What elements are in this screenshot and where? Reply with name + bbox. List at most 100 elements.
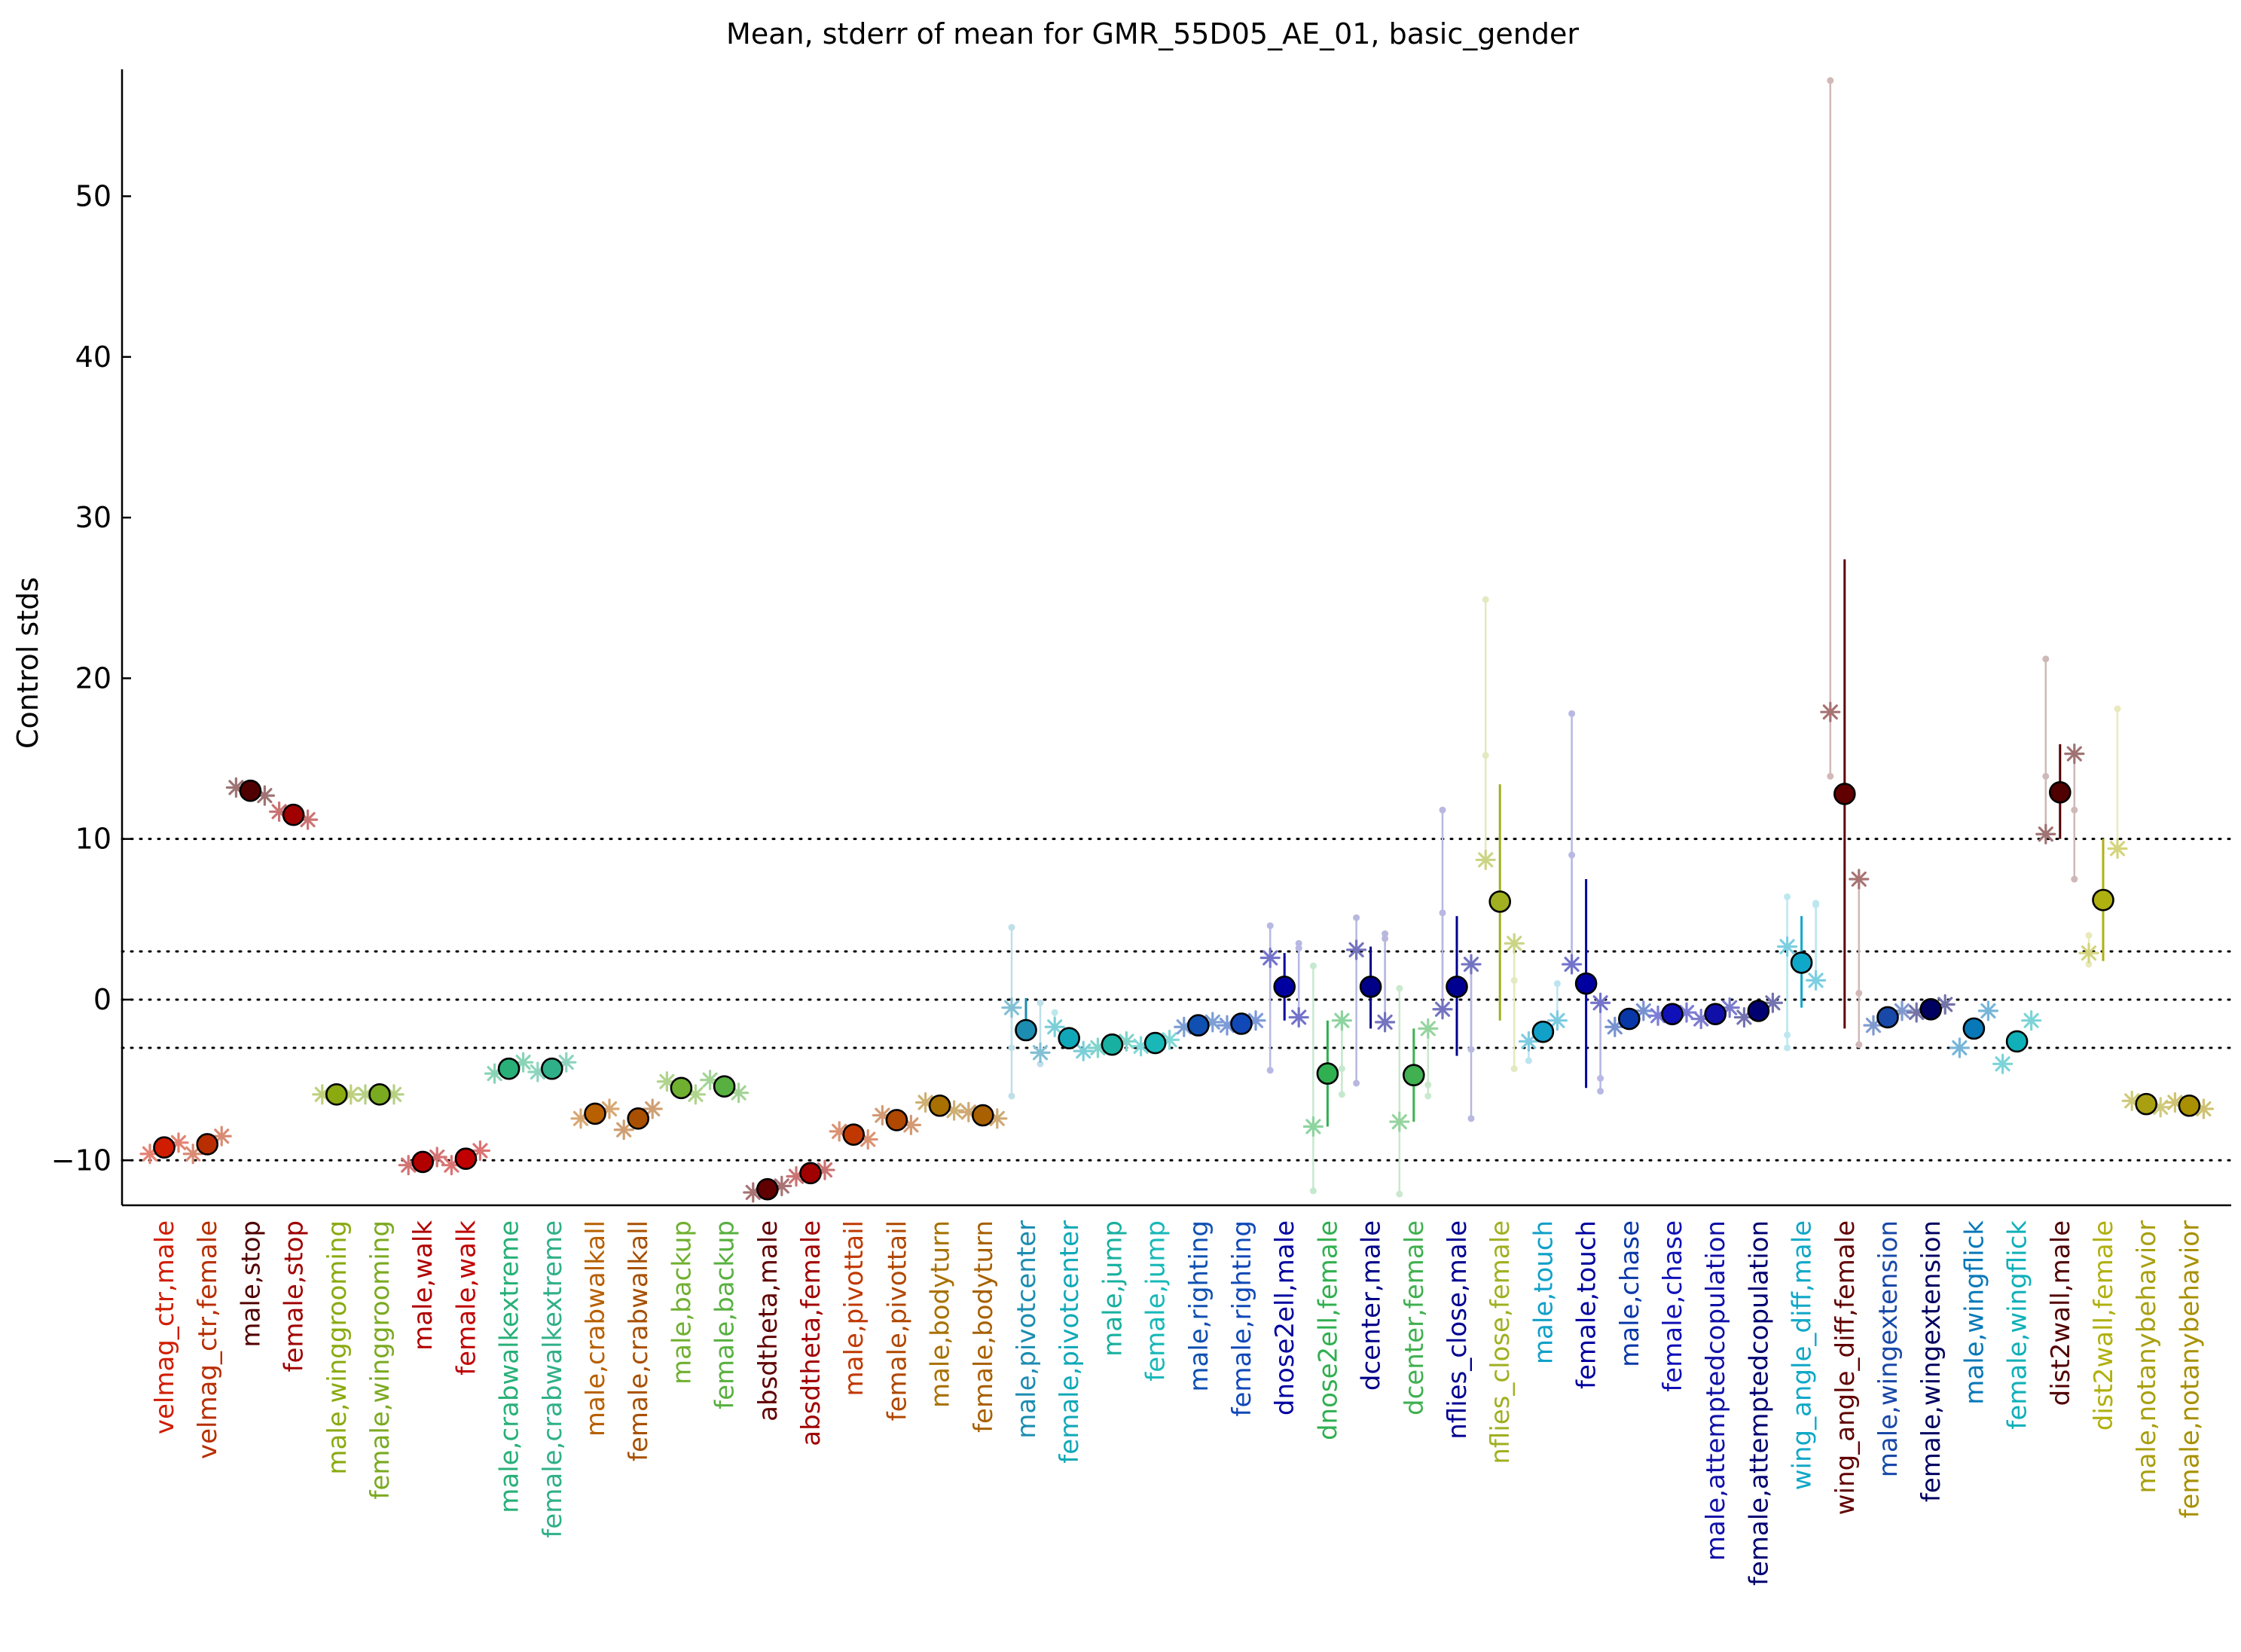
y-axis-label: Control stds: [11, 577, 44, 749]
experiment-dot: [1008, 924, 1015, 931]
star-stroke: [1420, 1021, 1436, 1037]
mean-point: [1446, 976, 1468, 998]
star-stroke: [1592, 995, 1608, 1011]
replicate-star: [1777, 936, 1798, 957]
category-group: [1562, 710, 1611, 1095]
category-group: [527, 1052, 577, 1083]
experiment-dot: [1396, 985, 1403, 992]
star-stroke: [1262, 950, 1278, 966]
y-tick-label: 0: [93, 983, 111, 1016]
star-stroke: [2081, 945, 2097, 961]
x-tick-label: female,attemptedcopulation: [1744, 1220, 1774, 1586]
experiment-dot: [1482, 752, 1489, 759]
reference-lines: [121, 838, 2233, 1162]
x-tick-label: female,backup: [710, 1220, 740, 1409]
star-stroke: [1478, 852, 1494, 868]
x-tick-label: absdtheta,female: [796, 1220, 826, 1446]
axes: [121, 69, 2231, 1207]
category-group: [1690, 997, 1740, 1030]
mean-point: [2092, 888, 2114, 912]
star-stroke: [1521, 1034, 1537, 1049]
star-stroke: [1291, 1009, 1307, 1025]
x-tick-label: female,chase: [1658, 1220, 1688, 1392]
category-group: [570, 1098, 620, 1129]
replicate-star: [1073, 1040, 1094, 1061]
experiment-dot: [1008, 1092, 1015, 1100]
experiment-dot: [1855, 1041, 1863, 1049]
star-stroke: [1822, 704, 1838, 720]
experiment-dot: [1037, 999, 1044, 1006]
replicate-star: [642, 1098, 663, 1119]
category-group: [139, 1132, 189, 1165]
category-group: [1863, 1000, 1913, 1036]
x-tick-label: female,crabwalkall: [624, 1220, 654, 1461]
star-stroke: [2196, 1101, 2212, 1117]
category-group: [1992, 1010, 2042, 1074]
star-stroke: [702, 1072, 718, 1088]
replicate-star: [1604, 1016, 1626, 1037]
star-stroke: [1305, 1119, 1321, 1134]
category-group: [699, 1070, 750, 1104]
experiment-dot: [1338, 1091, 1345, 1098]
x-tick-label: nflies_close,female: [1485, 1220, 1516, 1464]
x-tick-label: female,stop: [279, 1220, 310, 1372]
mean-point: [282, 803, 305, 826]
mean-point: [1919, 997, 1942, 1021]
star-stroke: [1463, 956, 1479, 973]
data-layer: [139, 77, 2214, 1203]
replicate-star: [1992, 1053, 2014, 1074]
replicate-star: [1820, 701, 1841, 722]
star-stroke: [875, 1107, 890, 1123]
x-tick-label: wing_angle_diff,female: [1830, 1220, 1861, 1515]
mean-point: [1316, 1062, 1339, 1085]
x-tick-label: dcenter,male: [1357, 1220, 1387, 1391]
experiment-dot: [2071, 875, 2078, 883]
category-group: [269, 801, 319, 830]
mean-point: [239, 779, 262, 802]
x-tick-label: female,walk: [451, 1220, 481, 1376]
experiment-dot: [1295, 945, 1302, 952]
category-group: [484, 1052, 534, 1084]
experiment-dot: [1037, 1060, 1044, 1067]
star-stroke: [1377, 1014, 1393, 1030]
star-stroke: [2023, 1012, 2039, 1028]
replicate-star: [1562, 954, 1583, 975]
star-stroke: [2124, 1093, 2140, 1109]
category-group: [872, 1104, 922, 1135]
category-group: [786, 1159, 835, 1187]
experiment-dot: [2042, 655, 2050, 663]
replicate-star: [1418, 1018, 1439, 1039]
replicate-star: [1345, 939, 1367, 960]
y-tick-label: 10: [75, 823, 111, 856]
x-tick-label: absdtheta,male: [753, 1220, 783, 1421]
star-stroke: [989, 1110, 1005, 1126]
x-tick-label: velmag_ctr,male: [150, 1220, 180, 1434]
category-group: [2164, 1092, 2214, 1119]
star-stroke: [688, 1086, 704, 1102]
experiment-dot: [2085, 960, 2093, 968]
category-group: [312, 1083, 362, 1106]
x-tick-label: dcenter,female: [1400, 1220, 1430, 1415]
mean-point: [2135, 1092, 2157, 1116]
star-stroke: [271, 804, 287, 820]
x-ticks: velmag_ctr,male velmag_ctr,female male,sto…: [150, 1220, 2205, 1586]
star-stroke: [2167, 1095, 2183, 1110]
experiment-dot: [2114, 705, 2121, 713]
star-stroke: [645, 1101, 661, 1117]
category-group: [1389, 985, 1439, 1198]
mean-point: [1876, 1006, 1899, 1029]
x-tick-label: male,wingextension: [1873, 1220, 1904, 1477]
y-tick-label: 50: [75, 180, 111, 213]
star-stroke: [946, 1103, 962, 1119]
mean-point: [1403, 1064, 1425, 1087]
category-group: [1345, 914, 1396, 1087]
mean-point: [1747, 1000, 1770, 1022]
mean-point: [497, 1057, 521, 1080]
x-tick-label: male,crabwalkall: [581, 1220, 611, 1437]
experiment-dot: [1812, 901, 1820, 908]
star-stroke: [2066, 746, 2082, 762]
replicate-star: [613, 1119, 634, 1141]
x-tick-label: male,bodyturn: [926, 1220, 956, 1408]
replicate-star: [1001, 997, 1022, 1018]
